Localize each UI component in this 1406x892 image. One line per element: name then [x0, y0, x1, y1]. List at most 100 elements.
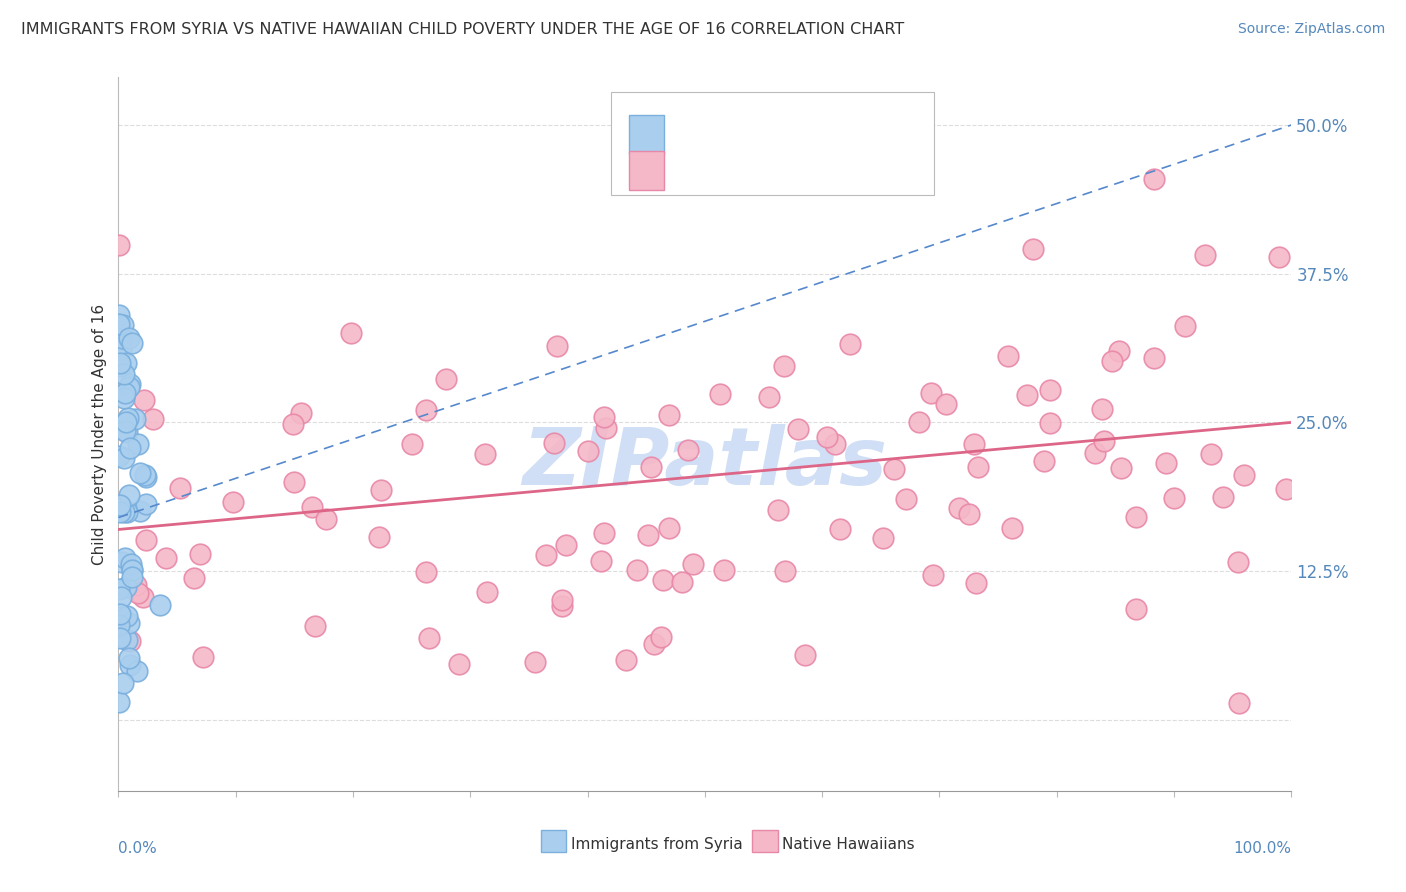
Point: [183, 571, 205, 585]
Text: R =: R =: [675, 161, 714, 179]
Point: [1125, 602, 1147, 616]
Point: [773, 565, 796, 579]
Point: [121, 335, 143, 350]
Point: [125, 664, 148, 678]
Point: [828, 522, 851, 536]
Point: [115, 356, 138, 370]
Point: [1101, 354, 1123, 368]
Point: [872, 532, 894, 546]
Text: 107: 107: [834, 161, 872, 179]
Text: 100.0%: 100.0%: [1233, 841, 1291, 856]
Point: [1163, 491, 1185, 505]
Point: [682, 558, 704, 572]
Point: [120, 634, 142, 648]
Point: [1094, 434, 1116, 448]
Point: [149, 598, 172, 612]
Point: [671, 574, 693, 589]
Point: [1017, 387, 1039, 401]
Point: [1108, 343, 1130, 358]
Point: [112, 675, 135, 690]
Point: [1154, 456, 1177, 470]
Bar: [752, 830, 778, 852]
Point: [1267, 251, 1289, 265]
Text: 0.247: 0.247: [723, 161, 779, 179]
Point: [301, 500, 323, 514]
Point: [447, 657, 470, 671]
Point: [115, 415, 138, 429]
Point: [650, 630, 672, 644]
Y-axis label: Child Poverty Under the Age of 16: Child Poverty Under the Age of 16: [93, 304, 107, 565]
Point: [713, 563, 735, 577]
Point: [120, 441, 142, 455]
Point: [134, 467, 156, 482]
Point: [787, 422, 810, 436]
Point: [1001, 521, 1024, 535]
Point: [524, 655, 547, 669]
Point: [1039, 417, 1062, 431]
Point: [110, 590, 132, 604]
Point: [773, 359, 796, 373]
Point: [188, 547, 211, 561]
Point: [121, 563, 143, 577]
Point: [883, 462, 905, 476]
Point: [108, 498, 131, 512]
Point: [896, 491, 918, 506]
Point: [434, 372, 457, 386]
Point: [108, 356, 131, 370]
Point: [118, 380, 141, 394]
Text: 0.0%: 0.0%: [118, 841, 157, 856]
Point: [124, 411, 146, 425]
Point: [921, 568, 943, 582]
Point: [1275, 483, 1298, 497]
Point: [474, 447, 496, 461]
Point: [1229, 696, 1251, 710]
Point: [948, 501, 970, 516]
Point: [112, 506, 135, 520]
Point: [108, 505, 131, 519]
Point: [129, 466, 152, 480]
Point: [142, 412, 165, 426]
Point: [637, 528, 659, 542]
Point: [108, 695, 131, 709]
Point: [221, 495, 243, 509]
Point: [1125, 509, 1147, 524]
Point: [370, 483, 392, 497]
Point: [643, 637, 665, 651]
Point: [117, 410, 139, 425]
Point: [107, 618, 129, 632]
Point: [658, 408, 681, 422]
Text: R =: R =: [675, 126, 714, 144]
Point: [107, 308, 129, 322]
Point: [546, 339, 568, 353]
Point: [125, 578, 148, 592]
Point: [1084, 445, 1107, 459]
Point: [401, 436, 423, 450]
Point: [118, 331, 141, 345]
Point: [614, 653, 637, 667]
Point: [135, 533, 157, 547]
Point: [997, 349, 1019, 363]
Point: [131, 591, 153, 605]
Bar: [541, 830, 567, 852]
Point: [108, 449, 131, 463]
Point: [290, 406, 312, 420]
Point: [589, 554, 612, 568]
Point: [963, 436, 986, 450]
Point: [315, 512, 337, 526]
FancyBboxPatch shape: [612, 92, 934, 195]
Point: [132, 392, 155, 407]
Point: [169, 481, 191, 495]
Point: [768, 502, 790, 516]
Point: [626, 563, 648, 577]
Point: [935, 396, 957, 410]
Text: Immigrants from Syria: Immigrants from Syria: [571, 838, 742, 852]
Point: [1022, 242, 1045, 256]
Point: [111, 331, 134, 345]
Point: [824, 436, 846, 450]
Point: [957, 507, 980, 521]
Point: [555, 538, 578, 552]
Point: [283, 475, 305, 489]
Point: [108, 607, 131, 622]
Point: [534, 548, 557, 562]
Point: [120, 557, 142, 571]
